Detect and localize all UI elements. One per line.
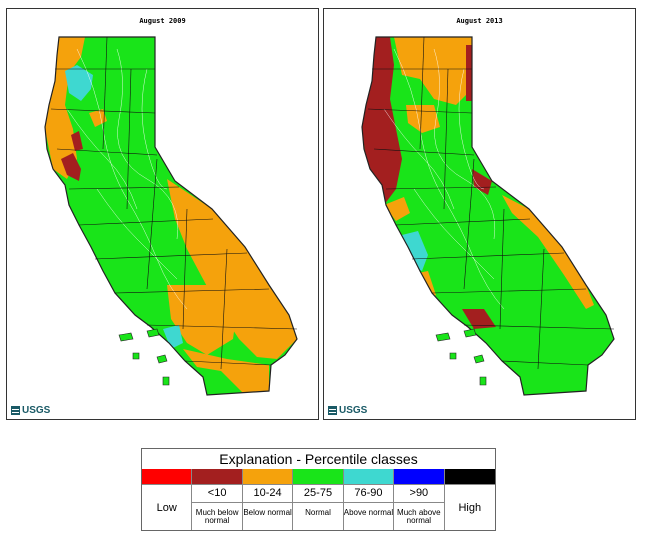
- legend-class-high: High: [444, 469, 495, 530]
- california-streamflow-map-2013: [361, 36, 615, 396]
- california-streamflow-map-2009: [44, 36, 298, 396]
- legend-label: Much below normal: [195, 508, 239, 525]
- usgs-icon: [11, 406, 20, 415]
- legend-label: Normal: [305, 508, 331, 517]
- legend-swatch: [394, 469, 444, 485]
- legend-swatch: [192, 469, 242, 485]
- map-title: August 2013: [456, 17, 503, 25]
- usgs-logo: USGS: [11, 405, 50, 416]
- percentile-legend: Explanation - Percentile classes Low <10…: [141, 448, 496, 531]
- legend-class-above: 76-90 Above normal: [343, 469, 395, 530]
- legend-swatch: [142, 469, 192, 485]
- legend-label: Below normal: [243, 508, 292, 517]
- legend-swatch: [343, 469, 394, 485]
- legend-label: Above normal: [343, 508, 394, 517]
- legend-range: 25-75: [293, 485, 343, 503]
- legend-swatch: [444, 469, 495, 485]
- legend-classes: Low <10 Much below normal 10-24 Below no…: [142, 469, 495, 530]
- legend-title: Explanation - Percentile classes: [142, 449, 495, 470]
- usgs-logo-text: USGS: [22, 405, 51, 416]
- legend-swatch: [293, 469, 343, 485]
- legend-class-much-above: >90 Much above normal: [394, 469, 445, 530]
- usgs-logo: USGS: [328, 405, 367, 416]
- usgs-icon: [328, 406, 337, 415]
- legend-range: 76-90: [343, 485, 394, 503]
- legend-range: <10: [192, 485, 242, 503]
- legend-class-low: Low: [142, 469, 193, 530]
- legend-label: Low: [156, 502, 177, 514]
- usgs-logo-text: USGS: [339, 405, 368, 416]
- map-panel-2009: August 2009: [6, 8, 319, 420]
- legend-label: Much above normal: [397, 508, 441, 525]
- legend-range: 10-24: [242, 485, 293, 503]
- legend-class-below: 10-24 Below normal: [242, 469, 294, 530]
- legend-class-much-below: <10 Much below normal: [192, 469, 243, 530]
- legend-label: High: [458, 502, 482, 514]
- legend-swatch: [242, 469, 293, 485]
- legend-range: >90: [394, 485, 444, 503]
- map-title: August 2009: [139, 17, 186, 25]
- legend-class-normal: 25-75 Normal: [293, 469, 344, 530]
- map-panel-2013: August 2013: [323, 8, 636, 420]
